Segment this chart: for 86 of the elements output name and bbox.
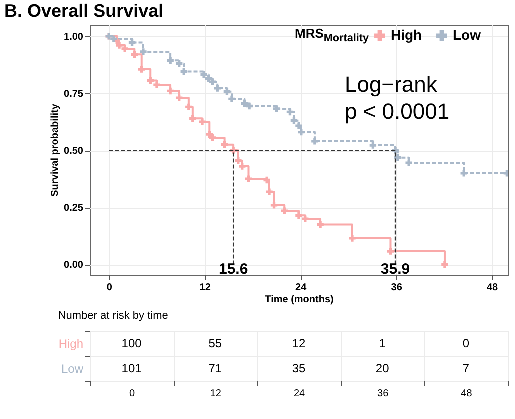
point <box>214 85 221 92</box>
point <box>370 142 377 149</box>
legend-label: Low <box>453 27 482 43</box>
point <box>209 134 216 142</box>
y-tick-label: 1.00 <box>64 32 84 43</box>
point <box>317 221 324 228</box>
point <box>273 106 280 112</box>
point <box>286 108 294 116</box>
point <box>394 154 402 162</box>
point <box>140 48 147 56</box>
data-label: 71 <box>208 362 222 376</box>
point <box>147 77 154 84</box>
point <box>241 100 248 108</box>
data-label: 20 <box>376 362 390 376</box>
point <box>116 42 123 49</box>
x-tick-label: 12 <box>200 282 212 294</box>
ref-line-label: 35.9 <box>380 261 410 278</box>
point <box>180 68 188 76</box>
x-tick-label: 0 <box>130 388 136 400</box>
point <box>270 202 278 209</box>
point <box>296 212 302 219</box>
point <box>387 248 394 255</box>
point <box>128 39 136 46</box>
point <box>131 51 138 58</box>
point <box>209 78 216 86</box>
point <box>239 163 246 170</box>
legend-title: MRS$_{Mortality}$ <box>294 26 369 45</box>
point <box>186 104 192 111</box>
x-tick-label: 48 <box>461 388 473 400</box>
y-tick-label: 0.50 <box>64 146 84 158</box>
y-tick-label: High <box>58 337 84 351</box>
data-label: 1 <box>379 336 386 350</box>
point <box>290 118 298 124</box>
point <box>266 188 273 196</box>
data-label: 12 <box>292 336 306 350</box>
point <box>460 170 468 177</box>
point <box>110 36 118 43</box>
legend-label: High <box>391 27 422 43</box>
x-tick-label: 36 <box>378 388 390 400</box>
point <box>349 235 356 242</box>
y-tick-label: 0.00 <box>64 260 84 272</box>
point <box>122 46 128 52</box>
point <box>235 157 242 164</box>
ref-line-label: 15.6 <box>218 261 248 278</box>
point <box>406 160 412 166</box>
point <box>224 88 231 96</box>
point <box>302 216 309 222</box>
y-tick-label: 0.75 <box>64 88 84 100</box>
point <box>167 57 174 64</box>
chart-title: Number at risk by time <box>58 310 168 322</box>
point <box>246 102 253 110</box>
data-label: 0 <box>462 336 470 350</box>
x-tick-label: 48 <box>486 282 499 294</box>
x-tick-label: 0 <box>106 282 113 294</box>
point <box>228 96 236 103</box>
point <box>442 261 448 268</box>
x-tick-label: 24 <box>296 282 308 294</box>
point <box>190 115 196 122</box>
point <box>221 142 228 148</box>
y-tick-label: 0.25 <box>64 203 84 214</box>
y-axis-title: Survival probability <box>50 104 62 197</box>
point <box>138 66 146 73</box>
point <box>167 88 174 95</box>
point <box>245 176 252 182</box>
point <box>312 138 318 145</box>
point <box>281 208 288 214</box>
point <box>176 60 183 68</box>
data-label: 100 <box>122 336 142 350</box>
data-label: 7 <box>462 362 470 376</box>
point <box>154 82 160 88</box>
point <box>176 94 183 102</box>
x-tick-label: 24 <box>294 388 306 400</box>
data-label: 35 <box>292 362 306 376</box>
annotation: Log−rank p < 0.0001 <box>344 72 450 124</box>
data-label: 55 <box>208 336 222 350</box>
point <box>264 176 270 184</box>
x-axis-title: Time (months) <box>265 294 334 306</box>
point <box>200 71 208 78</box>
x-tick-label: 36 <box>391 282 403 294</box>
point <box>296 122 302 130</box>
data-label: 101 <box>122 362 142 376</box>
point <box>199 118 206 126</box>
chart-title: B. Overall Survival <box>4 1 164 21</box>
y-tick-label: Low <box>61 362 84 376</box>
point <box>298 128 305 136</box>
x-tick-label: 12 <box>210 388 222 400</box>
